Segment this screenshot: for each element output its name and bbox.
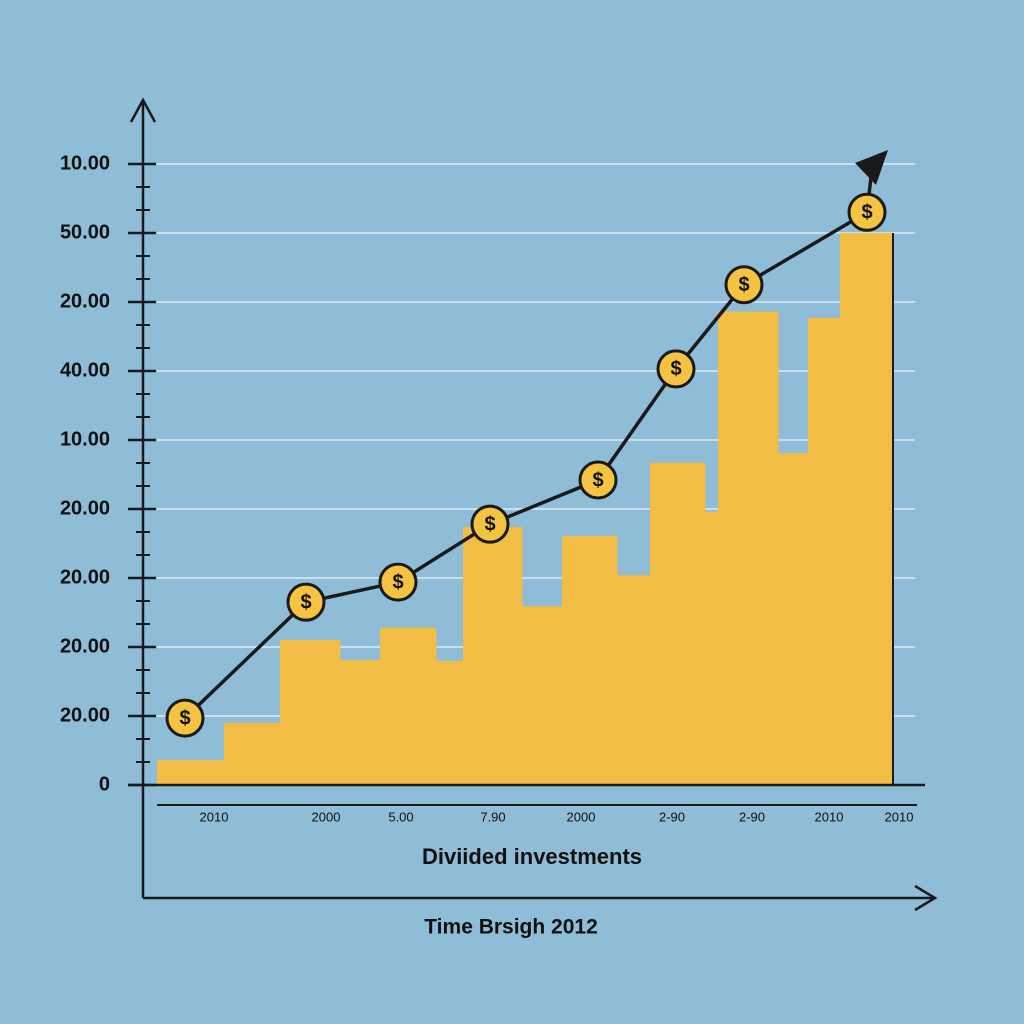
coin-marker: $ xyxy=(724,265,764,305)
x-tick-label: 5.00 xyxy=(388,809,413,824)
bar xyxy=(157,760,225,785)
trend-arrow-head xyxy=(855,150,888,185)
x-tick-label: 2-90 xyxy=(739,809,765,824)
bar xyxy=(380,627,437,785)
coin-marker: $ xyxy=(847,192,887,232)
bar xyxy=(340,660,381,785)
bar xyxy=(718,311,779,785)
marker xyxy=(724,265,764,305)
x-axis-arrow xyxy=(914,884,938,912)
coin-marker: $ xyxy=(656,349,696,389)
bar xyxy=(522,606,563,785)
marker-symbol: $ xyxy=(861,202,872,224)
bars xyxy=(157,233,894,785)
bar xyxy=(436,660,464,785)
coin-marker: $ xyxy=(286,582,326,622)
bar xyxy=(280,640,341,785)
x-tick-label: 2-90 xyxy=(659,809,685,824)
marker-symbol: $ xyxy=(300,591,311,613)
y-tick-label: 10.00 xyxy=(60,428,110,450)
marker xyxy=(286,582,326,622)
y-tick-label: 20.00 xyxy=(60,566,110,588)
y-tick-label: 20.00 xyxy=(60,635,110,657)
x-tick-label: 7.90 xyxy=(480,809,505,824)
x-tick-label: 2010 xyxy=(200,809,229,824)
marker-symbol: $ xyxy=(392,571,403,593)
marker xyxy=(656,349,696,389)
ticks: 0 20.00 20.00 20.00 20.00 10.00 40.00 20.00 50.0… xyxy=(60,152,914,824)
marker-symbol: $ xyxy=(592,469,603,491)
marker-symbol: $ xyxy=(738,274,749,296)
bar xyxy=(808,317,841,785)
x-tick-label: 2010 xyxy=(815,809,844,824)
y-tick-label: 20.00 xyxy=(60,497,110,519)
y-tick-label: 10.00 xyxy=(60,152,110,174)
bar xyxy=(463,526,523,785)
y-tick-label: 40.00 xyxy=(60,359,110,381)
y-tick-label: 0 xyxy=(99,773,110,795)
coin-marker: $ xyxy=(578,460,618,500)
x-tick-label: 2010 xyxy=(885,809,914,824)
chart-title: Diviided investments xyxy=(422,844,642,869)
lines: $ $ $ $ $ $ $ $ xyxy=(165,150,888,738)
y-tick-label: 20.00 xyxy=(60,704,110,726)
bar xyxy=(224,722,281,785)
coin-marker: $ xyxy=(165,698,205,738)
x-axis-title: Time Brsigh 2012 xyxy=(424,916,598,939)
bar xyxy=(562,535,618,785)
coin-marker: $ xyxy=(470,504,510,544)
marker xyxy=(470,504,510,544)
bar xyxy=(705,511,719,785)
marker-symbol: $ xyxy=(179,707,190,729)
marker-symbol: $ xyxy=(484,513,495,535)
marker xyxy=(578,460,618,500)
y-tick-label: 50.00 xyxy=(60,221,110,243)
marker xyxy=(378,562,418,602)
marker xyxy=(165,698,205,738)
coin-marker: $ xyxy=(378,562,418,602)
x-tick-label: 2000 xyxy=(312,809,341,824)
bar xyxy=(778,453,809,785)
y-axis-arrow xyxy=(129,97,157,123)
y-tick-label: 20.00 xyxy=(60,290,110,312)
bar xyxy=(840,233,894,785)
bar xyxy=(617,575,651,785)
marker-symbol: $ xyxy=(670,358,681,380)
axes xyxy=(128,97,938,912)
x-tick-label: 2000 xyxy=(567,809,596,824)
bar xyxy=(650,462,706,785)
marker xyxy=(847,192,887,232)
